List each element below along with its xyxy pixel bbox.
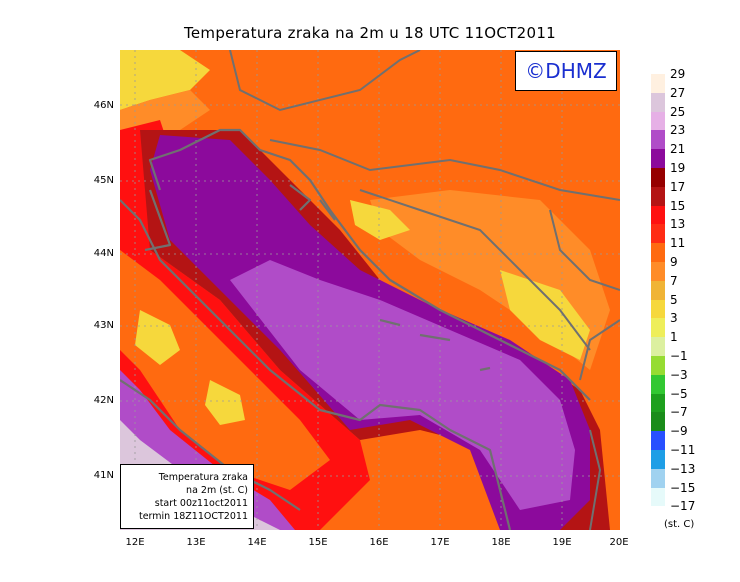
legend-swatch bbox=[651, 280, 665, 300]
legend-swatch bbox=[651, 412, 665, 432]
legend-swatch bbox=[651, 393, 665, 413]
legend-swatch bbox=[651, 299, 665, 319]
legend-label: −7 bbox=[670, 405, 688, 420]
lon-label: 17E bbox=[430, 537, 450, 548]
italy-yellow-pockets bbox=[135, 310, 245, 425]
lon-label: 15E bbox=[308, 537, 328, 548]
legend-label: −17 bbox=[670, 499, 696, 514]
legend-swatch bbox=[651, 92, 665, 112]
legend-label: −15 bbox=[670, 480, 696, 495]
lat-label: 41N bbox=[93, 470, 114, 481]
legend-swatch bbox=[651, 356, 665, 375]
lat-label: 44N bbox=[93, 248, 114, 259]
legend-swatch bbox=[651, 186, 665, 206]
lon-label: 20E bbox=[609, 537, 629, 548]
lat-label: 42N bbox=[93, 395, 114, 406]
legend-label: 15 bbox=[670, 198, 686, 213]
legend-label: 11 bbox=[670, 236, 686, 251]
legend-label: 13 bbox=[670, 217, 686, 232]
legend-label: 29 bbox=[670, 67, 686, 81]
legend-label: 19 bbox=[670, 161, 686, 175]
legend-swatch bbox=[651, 205, 665, 225]
lon-label: 12E bbox=[125, 537, 145, 548]
lat-label: 45N bbox=[93, 175, 114, 186]
adriatic-sea-mid bbox=[230, 260, 575, 510]
legend-label: 5 bbox=[670, 292, 678, 307]
info-line-4: termin 18Z11OCT2011 bbox=[138, 511, 248, 522]
legend-units: (st. C) bbox=[664, 519, 695, 530]
legend-label: 27 bbox=[670, 85, 686, 100]
dhmz-logo: ©DHMZ bbox=[515, 51, 617, 91]
info-line-2: na 2m (st. C) bbox=[186, 485, 248, 496]
legend-label: −5 bbox=[670, 386, 688, 401]
legend-swatch bbox=[651, 130, 665, 150]
coastlines bbox=[120, 128, 591, 530]
legend-label: −11 bbox=[670, 443, 696, 457]
legend-label: 3 bbox=[670, 311, 678, 326]
lon-label: 19E bbox=[552, 537, 572, 548]
legend-label: 1 bbox=[670, 330, 678, 345]
lon-label: 13E bbox=[186, 537, 206, 548]
legend-swatch bbox=[651, 374, 665, 394]
legend-label: 25 bbox=[670, 104, 686, 119]
lon-label: 16E bbox=[369, 537, 389, 548]
run-info-box: Temperatura zraka na 2m (st. C) start 00… bbox=[120, 464, 254, 529]
lon-label: 14E bbox=[247, 537, 267, 548]
legend-label: 21 bbox=[670, 142, 686, 157]
lat-label: 43N bbox=[93, 320, 114, 331]
country-borders bbox=[229, 50, 620, 530]
legend-label: 23 bbox=[670, 123, 686, 138]
legend-swatch bbox=[651, 337, 665, 356]
lon-label: 18E bbox=[491, 537, 511, 548]
inland-yellow-zone-2 bbox=[350, 200, 410, 240]
lat-lon-grid bbox=[120, 50, 620, 530]
info-line-1: Temperatura zraka bbox=[158, 472, 248, 483]
legend-swatch bbox=[651, 74, 665, 93]
legend-swatch bbox=[651, 431, 665, 450]
legend-swatch bbox=[651, 468, 665, 488]
northwest-yellow-zone bbox=[120, 50, 210, 110]
map-title: Temperatura zraka na 2m u 18 UTC 11OCT20… bbox=[183, 24, 557, 42]
legend-label: −1 bbox=[670, 349, 688, 363]
inland-yellow-zone-1 bbox=[500, 270, 590, 360]
legend-label: 7 bbox=[670, 273, 678, 288]
legend-swatch bbox=[651, 450, 665, 469]
legend-swatch bbox=[651, 224, 665, 244]
info-line-3: start 00z11oct2011 bbox=[154, 498, 248, 509]
legend-swatch bbox=[651, 262, 665, 281]
legend-swatch bbox=[651, 487, 665, 507]
legend-swatch bbox=[651, 168, 665, 187]
legend-label: −3 bbox=[670, 367, 688, 382]
legend-swatch bbox=[651, 149, 665, 168]
legend-swatch bbox=[651, 318, 665, 338]
legend-label: −13 bbox=[670, 461, 696, 476]
temperature-map bbox=[120, 50, 620, 530]
legend-swatch bbox=[651, 243, 665, 262]
legend-label: 17 bbox=[670, 179, 686, 194]
legend-swatch bbox=[651, 111, 665, 131]
italy-orange-interior bbox=[120, 250, 330, 490]
legend-label: 9 bbox=[670, 255, 678, 269]
legend-label: −9 bbox=[670, 424, 688, 439]
lat-label: 46N bbox=[93, 100, 114, 111]
